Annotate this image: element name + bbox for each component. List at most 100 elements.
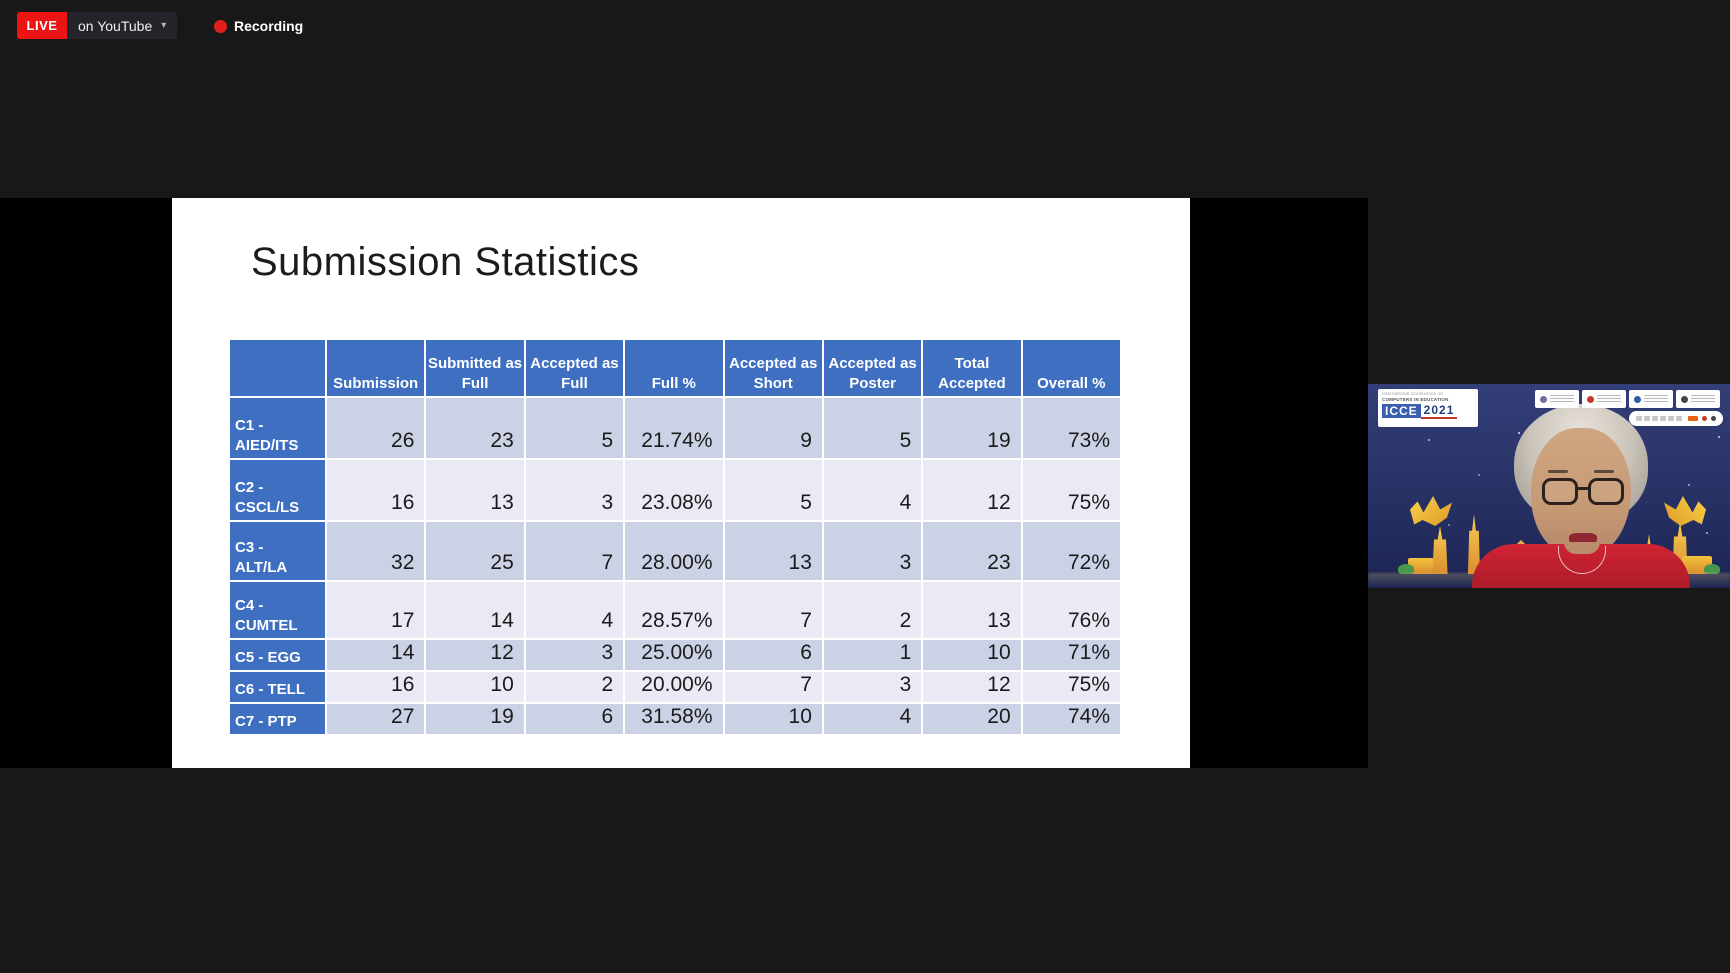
recording-label: Recording (234, 18, 304, 34)
data-cell: 75% (1022, 672, 1120, 702)
data-cell: 21.74% (625, 398, 723, 458)
data-cell: 2 (525, 672, 624, 702)
data-cell: 14 (327, 640, 425, 670)
supporting-organizations-pill (1629, 411, 1723, 426)
on-youtube-dropdown[interactable]: on YouTube ▾ (67, 12, 178, 39)
data-cell: 20 (923, 704, 1021, 734)
data-cell: 7 (724, 672, 822, 702)
partner-logo (1582, 390, 1626, 408)
chevron-down-icon: ▾ (161, 20, 167, 31)
header-cell: Submission (327, 340, 425, 396)
data-cell: 5 (724, 460, 822, 520)
row-label-cell: C5 - EGG (230, 640, 325, 670)
data-cell: 25.00% (625, 640, 723, 670)
data-cell: 17 (327, 582, 425, 638)
presenter-avatar (1368, 384, 1730, 588)
data-cell: 5 (525, 398, 624, 458)
data-cell: 28.57% (625, 582, 723, 638)
data-cell: 7 (525, 522, 624, 580)
sponsor-logo (1702, 416, 1707, 421)
data-cell: 10 (724, 704, 822, 734)
data-cell: 13 (426, 460, 524, 520)
data-cell: 19 (923, 398, 1021, 458)
icce-logo-line2: COMPUTERS IN EDUCATION (1382, 396, 1449, 402)
data-cell: 27 (327, 704, 425, 734)
presentation-slide: Submission Statistics Submission Submitte… (172, 198, 1190, 768)
data-cell: 20.00% (625, 672, 723, 702)
partner-logo (1629, 390, 1673, 408)
data-cell: 4 (823, 704, 922, 734)
data-cell: 25 (426, 522, 524, 580)
data-cell: 12 (923, 460, 1021, 520)
row-label-cell: C7 - PTP (230, 704, 325, 734)
data-cell: 12 (426, 640, 524, 670)
data-cell: 10 (426, 672, 524, 702)
data-cell: 12 (923, 672, 1021, 702)
partner-logos (1535, 390, 1720, 408)
partner-logo (1676, 390, 1720, 408)
data-cell: 72% (1022, 522, 1120, 580)
header-cell: Accepted as Poster (823, 340, 922, 396)
data-cell: 6 (525, 704, 624, 734)
partner-logo (1535, 390, 1579, 408)
header-cell: Submitted as Full (426, 340, 524, 396)
row-label-cell: C3 - ALT/LA (230, 522, 325, 580)
data-cell: 3 (525, 640, 624, 670)
data-cell: 19 (426, 704, 524, 734)
data-cell: 32 (327, 522, 425, 580)
data-cell: 16 (327, 460, 425, 520)
icce-2021-logo: International Conference on COMPUTERS IN… (1378, 389, 1478, 427)
header-cell: Overall % (1022, 340, 1120, 396)
submission-stats-table: Submission Submitted as Full Accepted as F… (230, 340, 1120, 734)
data-cell: 3 (823, 522, 922, 580)
recording-indicator: Recording (214, 14, 303, 38)
row-label-cell: C4 - CUMTEL (230, 582, 325, 638)
header-cell: Full % (625, 340, 723, 396)
platform-label: on YouTube (78, 17, 153, 34)
data-cell: 5 (823, 398, 922, 458)
row-label-cell: C6 - TELL (230, 672, 325, 702)
live-stream-control: LIVE on YouTube ▾ (17, 12, 178, 39)
data-cell: 4 (525, 582, 624, 638)
data-cell: 23.08% (625, 460, 723, 520)
data-cell: 3 (525, 460, 624, 520)
data-cell: 2 (823, 582, 922, 638)
data-cell: 14 (426, 582, 524, 638)
data-cell: 71% (1022, 640, 1120, 670)
data-cell: 3 (823, 672, 922, 702)
glasses-icon (1540, 478, 1632, 508)
data-cell: 23 (923, 522, 1021, 580)
data-cell: 76% (1022, 582, 1120, 638)
live-badge: LIVE (17, 12, 67, 39)
data-cell: 26 (327, 398, 425, 458)
data-cell: 10 (923, 640, 1021, 670)
screen-share-area: Submission Statistics Submission Submitte… (0, 198, 1368, 768)
data-cell: 9 (724, 398, 822, 458)
data-cell: 28.00% (625, 522, 723, 580)
webcam-video[interactable]: International Conference on COMPUTERS IN… (1368, 384, 1730, 588)
header-cell: Accepted as Short (724, 340, 822, 396)
data-cell: 31.58% (625, 704, 723, 734)
data-cell: 13 (724, 522, 822, 580)
header-cell: Total Accepted (923, 340, 1021, 396)
data-cell: 13 (923, 582, 1021, 638)
data-cell: 73% (1022, 398, 1120, 458)
data-cell: 16 (327, 672, 425, 702)
sponsor-logo (1688, 416, 1698, 421)
data-cell: 4 (823, 460, 922, 520)
data-cell: 23 (426, 398, 524, 458)
sponsor-logo (1711, 416, 1716, 421)
recording-dot-icon (214, 19, 227, 33)
icce-year-text: 2021 (1420, 403, 1458, 420)
row-label-cell: C1 - AIED/ITS (230, 398, 325, 458)
data-cell: 1 (823, 640, 922, 670)
page-title: Submission Statistics (251, 240, 640, 284)
header-cell: Accepted as Full (525, 340, 624, 396)
icce-logo-line1: International Conference on (1382, 391, 1443, 396)
data-cell: 74% (1022, 704, 1120, 734)
data-cell: 6 (724, 640, 822, 670)
data-cell: 7 (724, 582, 822, 638)
row-label-cell: C2 - CSCL/LS (230, 460, 325, 520)
data-cell: 75% (1022, 460, 1120, 520)
